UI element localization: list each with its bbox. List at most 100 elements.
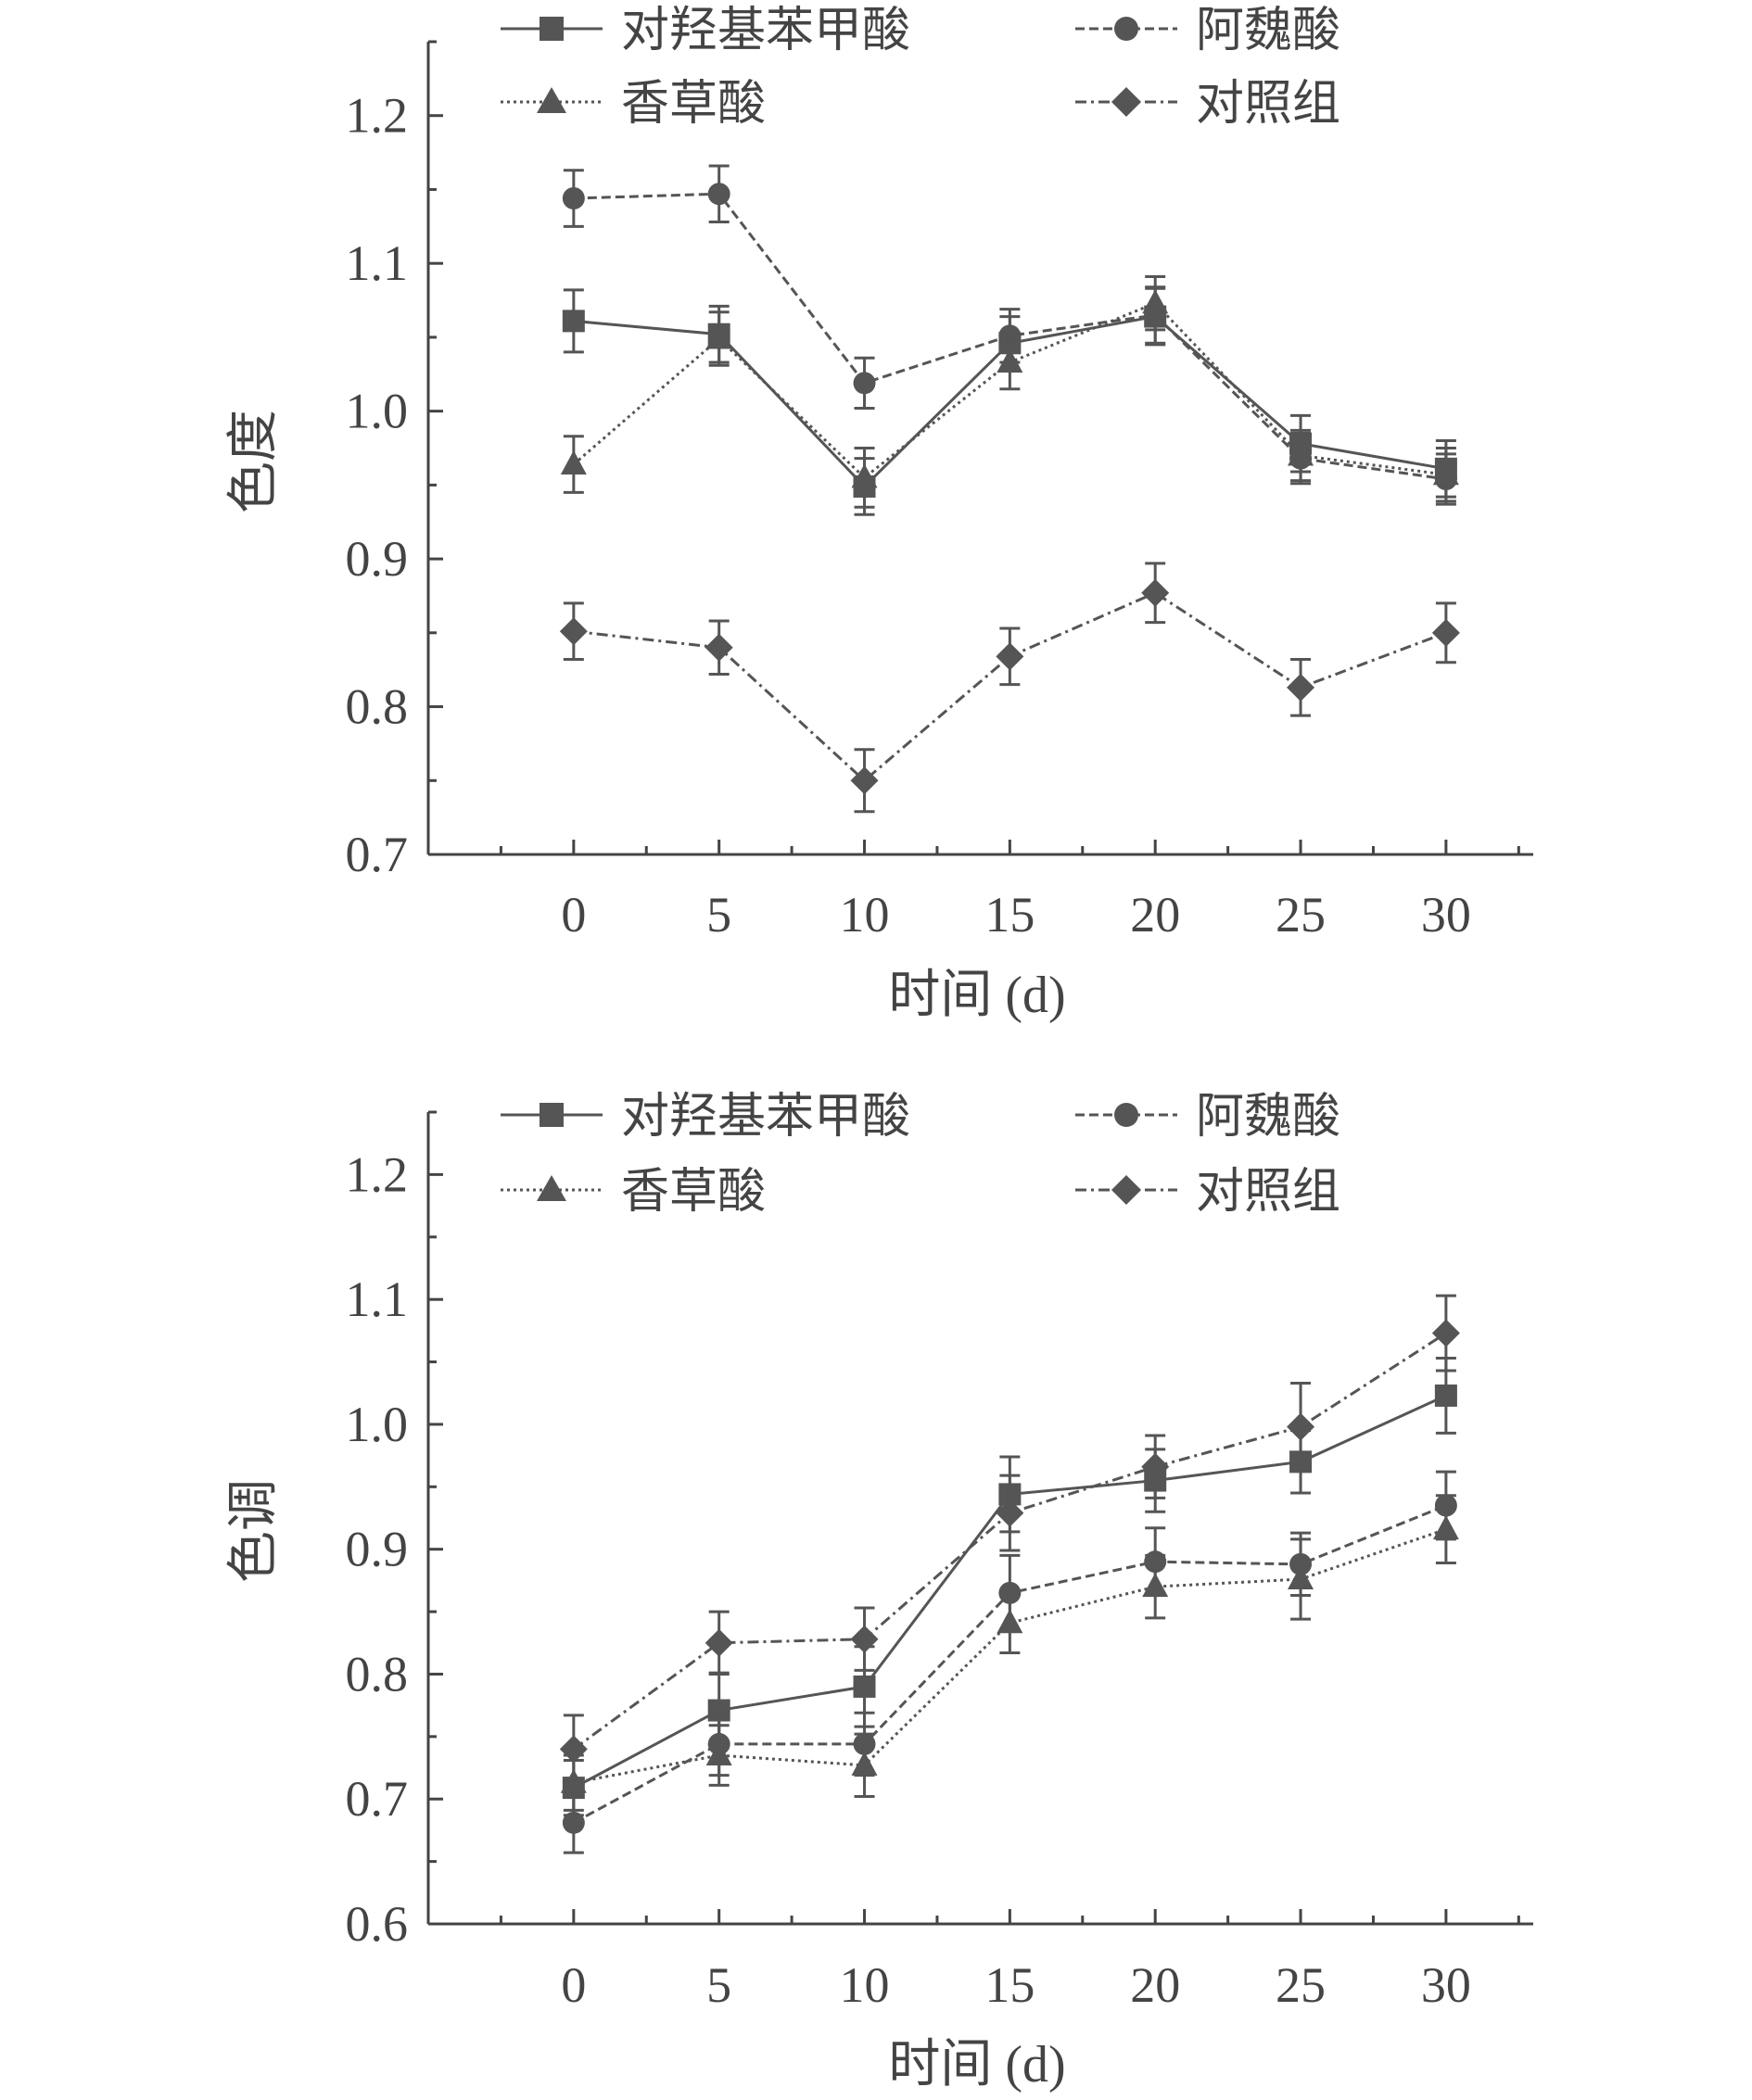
data-point-marker-triangle	[1432, 1515, 1459, 1540]
legend-marker-square	[540, 17, 564, 41]
x-tick-label: 5	[706, 887, 731, 942]
data-point-marker-triangle	[1142, 289, 1169, 314]
data-point-marker-square	[1434, 1384, 1457, 1407]
legend-item-ferulic: 阿魏酸	[1075, 1089, 1340, 1145]
series-triangle	[560, 275, 1459, 509]
data-point-marker-triangle	[1432, 461, 1459, 486]
legend-label: 对羟基苯甲酸	[621, 3, 910, 58]
data-point-marker-diamond	[559, 617, 588, 646]
legend-label: 对照组	[1196, 1164, 1340, 1220]
data-point-marker-diamond	[1141, 1452, 1170, 1481]
legend-marker-triangle	[537, 87, 566, 113]
data-point-marker-diamond	[1287, 1412, 1315, 1441]
data-point-marker-triangle	[851, 463, 878, 488]
data-point-marker-triangle	[1142, 1573, 1169, 1598]
y-axis-title: 色度	[225, 410, 283, 513]
data-point-marker-triangle	[560, 450, 587, 475]
data-point-marker-diamond	[996, 1499, 1024, 1527]
y-tick-label: 1.0	[346, 384, 409, 439]
legend-item-ferulic: 阿魏酸	[1075, 3, 1340, 58]
legend-marker-circle	[1114, 17, 1138, 41]
x-axis-title: 时间 (d)	[888, 967, 1065, 1024]
data-point-marker-diamond	[850, 1625, 879, 1653]
x-tick-label: 20	[1130, 1957, 1180, 2013]
legend-label: 阿魏酸	[1196, 1089, 1340, 1145]
x-axis-title: 时间 (d)	[888, 2036, 1065, 2094]
series-diamond	[559, 562, 1460, 814]
data-point-marker-triangle	[1288, 441, 1314, 466]
legend-item-control: 对照组	[1075, 1164, 1340, 1220]
data-point-marker-circle	[707, 183, 730, 206]
data-point-marker-diamond	[1431, 618, 1460, 647]
legend-item-vanillic: 香草酸	[501, 76, 766, 132]
y-tick-label: 0.7	[346, 827, 409, 882]
data-point-marker-diamond	[705, 633, 733, 662]
series-diamond	[559, 1294, 1460, 1785]
legend-item-control: 对照组	[1075, 76, 1340, 132]
y-tick-label: 1.2	[346, 1146, 409, 1202]
data-point-marker-diamond	[705, 1628, 733, 1657]
y-tick-label: 0.9	[346, 1522, 409, 1577]
y-tick-label: 0.8	[346, 1646, 409, 1702]
x-tick-label: 25	[1276, 1957, 1326, 2013]
axes: 0.7 0.8 0.9 1.0 1.1 1.2 0 5 10 15 20 25 30	[346, 40, 1533, 942]
data-point-marker-square	[853, 1675, 876, 1698]
plot-area	[559, 1294, 1460, 1854]
series-line	[573, 591, 1447, 783]
y-tick-label: 1.1	[346, 235, 409, 291]
data-point-marker-diamond	[1141, 578, 1170, 607]
y-tick-label: 0.6	[346, 1896, 409, 1952]
y-tick-label: 1.0	[346, 1397, 409, 1452]
x-tick-label: 15	[984, 887, 1035, 942]
legend-item-vanillic: 香草酸	[501, 1164, 766, 1220]
data-point-marker-circle	[562, 187, 585, 210]
legend: 对羟基苯甲酸 阿魏酸 香草酸 对照组	[501, 3, 1340, 132]
x-tick-label: 0	[561, 887, 586, 942]
data-point-marker-triangle	[705, 324, 732, 349]
legend-item-p-hydroxybenzoic: 对羟基苯甲酸	[501, 3, 910, 58]
legend-label: 阿魏酸	[1196, 3, 1340, 58]
data-point-marker-triangle	[851, 1751, 878, 1776]
series-line	[573, 1504, 1447, 1825]
chart-chroma: 对羟基苯甲酸 阿魏酸 香草酸 对照组 0.7 0.8 0.9 1.0 1.1 1.2 0 5 1…	[225, 3, 1533, 1024]
x-tick-label: 30	[1421, 1957, 1471, 2013]
x-tick-label: 10	[840, 1957, 890, 2013]
data-point-marker-diamond	[1431, 1319, 1460, 1347]
y-tick-label: 0.7	[346, 1771, 409, 1827]
chart-hue: 对羟基苯甲酸 阿魏酸 香草酸 对照组 0.6 0.7 0.8 0.9 1.0 1.1 1.2…	[225, 1089, 1533, 2094]
legend: 对羟基苯甲酸 阿魏酸 香草酸 对照组	[501, 1089, 1340, 1220]
legend-marker-diamond	[1111, 1175, 1141, 1205]
y-tick-label: 0.9	[346, 531, 409, 587]
legend-marker-triangle	[537, 1175, 566, 1201]
axes: 0.6 0.7 0.8 0.9 1.0 1.1 1.2 0 5 10 15 20 25 30	[346, 1110, 1533, 2013]
data-point-marker-triangle	[705, 1741, 732, 1766]
y-axis-title: 色调	[225, 1479, 283, 1583]
x-tick-label: 20	[1130, 887, 1180, 942]
legend-label: 对照组	[1196, 76, 1340, 132]
y-tick-label: 1.1	[346, 1271, 409, 1327]
data-point-marker-circle	[562, 1811, 585, 1834]
data-point-marker-circle	[853, 372, 876, 395]
y-tick-label: 0.8	[346, 679, 409, 735]
legend-marker-diamond	[1111, 87, 1141, 117]
data-point-marker-diamond	[1287, 673, 1315, 702]
data-point-marker-triangle	[1288, 1565, 1314, 1590]
series-triangle	[560, 1494, 1459, 1812]
legend-label: 香草酸	[621, 76, 766, 132]
x-tick-label: 30	[1421, 887, 1471, 942]
y-tick-label: 1.2	[346, 88, 409, 144]
plot-area	[559, 164, 1460, 814]
data-point-marker-diamond	[850, 766, 879, 795]
x-tick-label: 0	[561, 1957, 586, 2013]
x-tick-label: 25	[1276, 887, 1326, 942]
legend-marker-circle	[1114, 1103, 1138, 1127]
data-point-marker-diamond	[996, 642, 1024, 671]
data-point-marker-triangle	[997, 1609, 1023, 1634]
data-point-marker-triangle	[997, 348, 1023, 373]
x-tick-label: 10	[840, 887, 890, 942]
x-tick-label: 5	[706, 1957, 731, 2013]
legend-label: 对羟基苯甲酸	[621, 1089, 910, 1145]
data-point-marker-diamond	[559, 1735, 588, 1764]
x-tick-label: 15	[984, 1957, 1035, 2013]
